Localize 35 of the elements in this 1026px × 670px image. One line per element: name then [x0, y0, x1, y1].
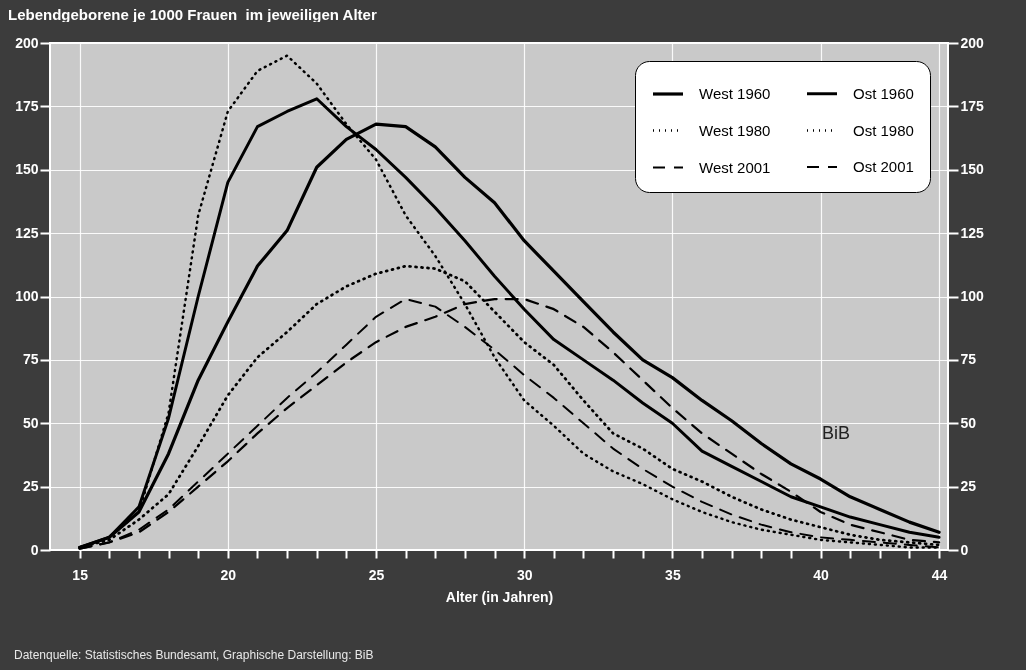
text: Datenquelle: Statistisches Bundesamt, Graphische Darstellung: BiB	[14, 648, 374, 662]
legend-label: Ost 1960	[853, 84, 914, 102]
annotation: BiB	[822, 423, 851, 444]
y-tick-label: 175	[15, 97, 39, 114]
y2-tick-label: 100	[960, 288, 985, 304]
y2-tick-label: 150	[960, 161, 985, 178]
y2-tick-label: 200	[960, 34, 985, 51]
x-tick-label: 35	[665, 566, 681, 583]
legend-label: Ost 2001	[853, 158, 914, 175]
y-tick-label: 0	[30, 541, 39, 558]
x-tick-label: 44	[931, 566, 948, 583]
x-axis-title: Alter (in Jahren)	[445, 588, 554, 605]
y-tick-label: 75	[22, 351, 39, 368]
y2-tick-label: 125	[960, 224, 985, 241]
y2-tick-label: 50	[960, 414, 977, 431]
x-tick-label: 40	[813, 566, 830, 583]
legend-label: Ost 1980	[853, 121, 914, 139]
legend-label: West 2001	[699, 158, 771, 176]
y-tick-label: 100	[15, 288, 39, 304]
chart-title: Lebendgeborene je 1000 Frauen im jeweiligen Alter	[8, 6, 377, 23]
y-tick-label: 200	[15, 34, 39, 51]
x-tick-label: 20	[220, 566, 237, 583]
legend-label: West 1980	[699, 121, 771, 139]
y-tick-label: 25	[22, 478, 39, 495]
x-tick-label: 25	[368, 566, 385, 583]
legend-label: West 1960	[699, 85, 771, 102]
y2-tick-label: 175	[960, 97, 985, 114]
y-tick-label: 125	[15, 224, 39, 241]
y2-tick-label: 25	[960, 478, 977, 495]
y-tick-label: 150	[15, 161, 39, 178]
x-tick-label: 30	[516, 566, 533, 583]
y2-tick-label: 0	[960, 541, 969, 558]
y2-tick-label: 75	[960, 351, 977, 368]
x-tick-label: 15	[72, 566, 89, 583]
y-tick-label: 50	[22, 414, 39, 431]
